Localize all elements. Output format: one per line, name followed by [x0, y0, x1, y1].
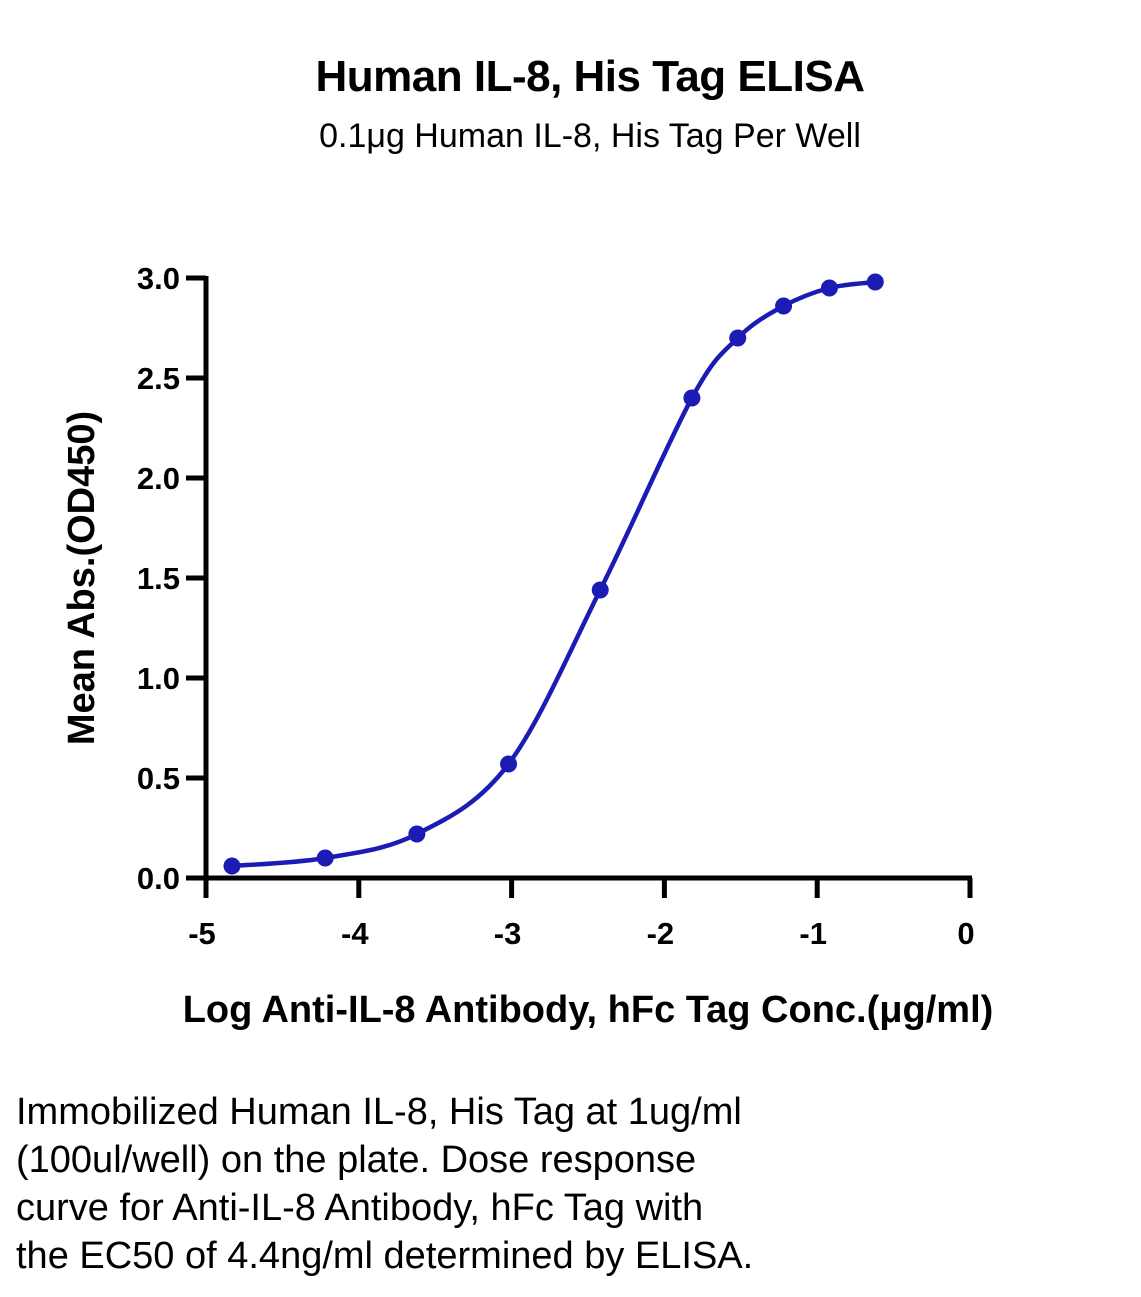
y-tick-label: 0.0: [137, 861, 180, 896]
x-tick-label: 0: [957, 916, 974, 951]
x-tick-label: -5: [188, 916, 216, 951]
data-points-layer: [223, 273, 884, 875]
x-tick-label: -3: [494, 916, 522, 951]
y-tick-label: 3.0: [137, 261, 180, 296]
data-point: [683, 389, 701, 407]
x-axis: -5 -4 -3 -2 -1 0: [188, 875, 975, 951]
data-point: [500, 755, 518, 773]
x-tick-label: -1: [799, 916, 827, 951]
chart-subtitle: 0.1μg Human IL-8, His Tag Per Well: [319, 117, 861, 155]
figure-caption: Immobilized Human IL-8, His Tag at 1ug/m…: [16, 1088, 1116, 1280]
y-tick-label: 1.5: [137, 561, 180, 596]
x-tick-label: -4: [341, 916, 369, 951]
data-point: [316, 849, 334, 867]
caption-line: (100ul/well) on the plate. Dose response: [16, 1139, 697, 1181]
y-tick-label: 2.0: [137, 461, 180, 496]
data-point: [820, 279, 838, 297]
data-point: [223, 857, 241, 875]
y-tick-label: 0.5: [137, 761, 180, 796]
caption-line: Immobilized Human IL-8, His Tag at 1ug/m…: [16, 1091, 742, 1133]
data-point: [866, 273, 884, 291]
y-tick-label: 1.0: [137, 661, 180, 696]
caption-line: curve for Anti-IL-8 Antibody, hFc Tag wi…: [16, 1187, 704, 1229]
caption-line: the EC50 of 4.4ng/ml determined by ELISA…: [16, 1235, 754, 1277]
chart-title: Human IL-8, His Tag ELISA: [315, 52, 865, 101]
data-point: [591, 581, 609, 599]
y-axis: 0.0 0.5 1.0 1.5 2.0 2.5 3.0: [137, 261, 209, 896]
data-point: [729, 329, 747, 347]
data-point: [775, 297, 793, 315]
y-tick-label: 2.5: [137, 361, 180, 396]
y-axis-label: Mean Abs.(OD450): [61, 411, 103, 745]
x-axis-label: Log Anti-IL-8 Antibody, hFc Tag Conc.(μg…: [183, 989, 994, 1031]
data-point: [408, 825, 426, 843]
fit-curve: [229, 279, 878, 869]
fit-curve-layer: [229, 279, 878, 869]
dose-response-chart: 0.0 0.5 1.0 1.5 2.0 2.5 3.0 -5 -4 -3 -2 -1 0 Mean A…: [61, 261, 994, 1031]
x-tick-label: -2: [647, 916, 675, 951]
